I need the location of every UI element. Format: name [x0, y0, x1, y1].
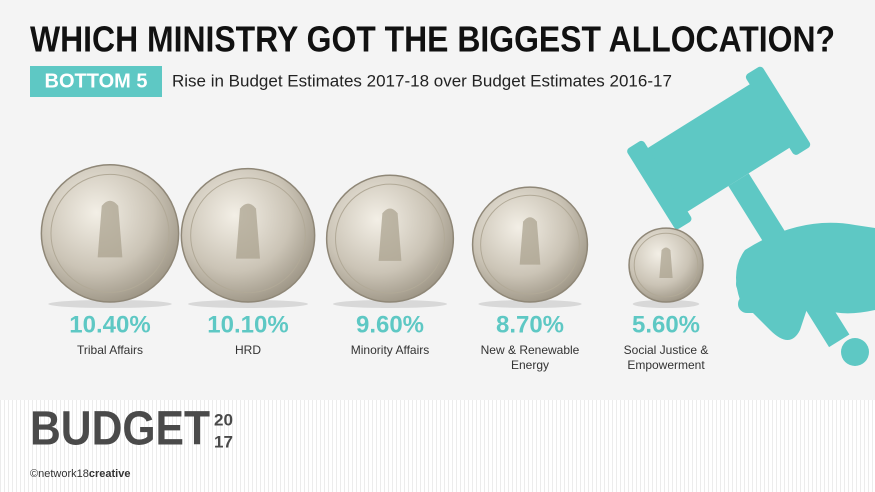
category-label: Tribal Affairs: [76, 343, 144, 357]
value-label: 10.40%: [69, 311, 150, 338]
logo: BUDGET: [30, 403, 210, 456]
coin-emblem: [236, 203, 260, 259]
coin-shadow: [478, 300, 582, 308]
coin-shadow: [48, 300, 172, 308]
value-label: 5.60%: [632, 311, 700, 338]
coin-rim: [50, 173, 170, 293]
coin-shadow: [332, 300, 448, 308]
logo-year-top: 20: [214, 410, 233, 429]
coin-emblem: [519, 217, 541, 265]
coin-emblem: [378, 208, 402, 261]
coin-emblem: [97, 200, 123, 258]
value-label: 9.60%: [356, 311, 424, 338]
coin-shadow: [188, 300, 308, 308]
coin-rim: [633, 232, 699, 298]
logo-year-bottom: 17: [214, 432, 233, 451]
coin-emblem: [659, 247, 673, 278]
credit-bold: creative: [89, 468, 131, 480]
coin-rim: [335, 183, 445, 294]
coin-rim: [190, 177, 306, 294]
coin-shadow: [632, 300, 700, 308]
credit-text: ©network18: [30, 468, 89, 480]
title: WHICH MINISTRY GOT THE BIGGEST ALLOCATIO…: [30, 19, 835, 60]
footer-band: [0, 400, 875, 492]
value-label: 8.70%: [496, 311, 564, 338]
coin-rim: [480, 194, 580, 295]
category-label: Minority Affairs: [350, 343, 430, 357]
category-label: Social Justice & Empowerment: [623, 343, 709, 372]
subtitle: Rise in Budget Estimates 2017-18 over Bu…: [172, 71, 672, 90]
badge-bg: [30, 66, 162, 97]
badge: BOTTOM 5: [45, 70, 148, 92]
value-label: 10.10%: [207, 311, 288, 338]
gavel-illustration: [627, 66, 875, 366]
category-label: New & Renewable Energy: [480, 343, 580, 372]
category-label: HRD: [235, 343, 261, 357]
credit: ©network18creative: [30, 468, 130, 480]
